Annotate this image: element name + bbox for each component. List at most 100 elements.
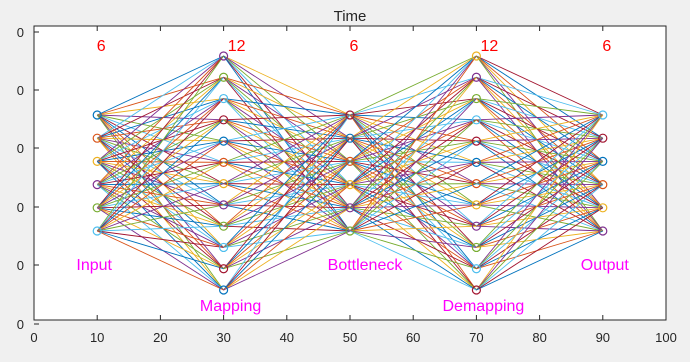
x-tick-label-10: 10 bbox=[90, 330, 104, 345]
connection-line-L4-9-4 bbox=[476, 184, 603, 227]
node-bottleneck-4 bbox=[345, 180, 355, 190]
connection-line-L1-3-1 bbox=[96, 55, 224, 162]
connection-line-L4-9-5 bbox=[476, 207, 603, 227]
connection-line-L1-4-7 bbox=[97, 183, 224, 186]
connection-line-L2-9-5 bbox=[223, 207, 351, 227]
node-bottleneck-2 bbox=[345, 133, 355, 143]
connection-line-L3-5-2 bbox=[349, 76, 477, 209]
connection-line-L2-12-1 bbox=[223, 114, 351, 291]
node-demapping-6 bbox=[471, 157, 481, 167]
connection-line-L1-1-11 bbox=[96, 114, 224, 270]
connection-line-L4-3-3 bbox=[476, 98, 604, 162]
node-mapping-5 bbox=[219, 136, 229, 146]
connection-line-L1-6-3 bbox=[96, 98, 224, 232]
y-tick-label-6: 0 bbox=[17, 317, 24, 332]
connection-line-L1-2-6 bbox=[97, 137, 224, 163]
connection-line-L4-5-3 bbox=[476, 140, 603, 162]
connection-line-L1-3-7 bbox=[97, 160, 224, 185]
connection-line-L4-5-1 bbox=[476, 114, 603, 142]
connection-line-L3-4-6 bbox=[349, 161, 477, 186]
connection-line-L3-6-7 bbox=[349, 183, 477, 232]
connection-line-L1-2-3 bbox=[97, 98, 224, 139]
connection-line-L3-5-5 bbox=[349, 140, 477, 209]
x-tick-label-90: 90 bbox=[596, 330, 610, 345]
connection-line-L4-10-1 bbox=[476, 114, 604, 248]
connection-line-L2-3-6 bbox=[223, 98, 351, 232]
connection-line-L4-6-3 bbox=[476, 160, 603, 163]
connection-line-L1-5-4 bbox=[96, 119, 224, 209]
connection-line-L1-2-2 bbox=[97, 76, 224, 139]
connection-line-L2-4-2 bbox=[223, 119, 351, 139]
connection-line-L2-5-4 bbox=[223, 140, 351, 186]
connection-line-L4-3-4 bbox=[476, 98, 604, 185]
node-bottleneck-1 bbox=[345, 110, 355, 120]
connection-line-L2-5-1 bbox=[223, 114, 351, 142]
connection-line-L1-1-2 bbox=[97, 76, 224, 116]
connection-line-L2-5-6 bbox=[223, 140, 351, 232]
y-tick-label-3: 0 bbox=[17, 141, 24, 156]
axes-background bbox=[34, 26, 666, 320]
x-tick-label-30: 30 bbox=[216, 330, 230, 345]
y-tick-label-5: 0 bbox=[17, 258, 24, 273]
connection-line-L1-3-3 bbox=[96, 98, 224, 162]
connection-line-L2-10-6 bbox=[223, 230, 351, 248]
connection-line-L4-9-6 bbox=[476, 225, 603, 232]
connection-line-L3-6-10 bbox=[349, 230, 477, 248]
connection-line-L2-7-1 bbox=[223, 114, 351, 185]
connection-line-L1-2-11 bbox=[96, 137, 224, 270]
connection-line-L2-8-3 bbox=[223, 160, 351, 206]
connection-line-L3-1-6 bbox=[349, 114, 477, 163]
connection-line-L2-7-3 bbox=[223, 160, 351, 185]
connection-line-L2-12-5 bbox=[223, 207, 351, 291]
x-tick-label-100: 100 bbox=[655, 330, 677, 345]
connection-line-L4-10-6 bbox=[476, 230, 603, 248]
connection-line-L1-2-4 bbox=[97, 119, 224, 139]
connection-line-L1-3-6 bbox=[97, 160, 224, 163]
connection-line-L2-9-2 bbox=[223, 137, 351, 227]
connection-line-L3-2-5 bbox=[349, 137, 477, 142]
connection-line-L2-6-1 bbox=[223, 114, 351, 163]
connection-line-L1-1-10 bbox=[96, 114, 224, 248]
connection-line-L1-4-10 bbox=[96, 184, 224, 248]
connection-line-L2-6-6 bbox=[223, 161, 351, 232]
connection-line-L1-4-8 bbox=[97, 184, 224, 206]
connection-line-L2-2-3 bbox=[223, 76, 351, 162]
connection-line-L3-3-3 bbox=[349, 98, 477, 162]
connection-line-L3-5-9 bbox=[349, 207, 477, 227]
connection-line-L1-6-5 bbox=[96, 140, 224, 232]
connection-line-L2-10-5 bbox=[223, 207, 351, 248]
node-mapping-6 bbox=[219, 157, 229, 167]
connection-line-L1-2-1 bbox=[96, 55, 224, 139]
node-output-5 bbox=[598, 203, 608, 213]
node-mapping-1 bbox=[219, 51, 229, 61]
connection-line-L4-11-3 bbox=[476, 161, 604, 270]
connection-line-L3-2-1 bbox=[349, 55, 477, 139]
connection-line-L3-5-8 bbox=[349, 204, 477, 209]
connection-line-L4-12-5 bbox=[476, 207, 604, 291]
connection-line-L3-1-5 bbox=[349, 114, 477, 142]
connection-line-L2-3-4 bbox=[223, 98, 351, 185]
connection-line-L3-5-11 bbox=[349, 207, 477, 270]
chart-title: Time bbox=[334, 8, 367, 25]
connection-line-L2-3-3 bbox=[223, 98, 351, 162]
x-tick-label-80: 80 bbox=[532, 330, 546, 345]
connection-line-L2-4-5 bbox=[223, 119, 351, 209]
connection-line-L3-6-4 bbox=[349, 119, 477, 232]
connection-line-L3-1-9 bbox=[349, 114, 477, 227]
layer-name-labels: Input Mapping Bottleneck Demapping Output bbox=[76, 257, 629, 315]
layer-label-output: Output bbox=[581, 257, 630, 274]
connection-line-L2-4-4 bbox=[223, 119, 351, 186]
connection-line-L1-4-2 bbox=[96, 76, 224, 185]
connection-line-L1-1-1 bbox=[97, 55, 224, 116]
connection-line-L2-6-5 bbox=[223, 161, 351, 209]
connection-line-L4-11-1 bbox=[476, 114, 604, 270]
connection-line-L1-5-5 bbox=[96, 140, 224, 209]
connection-line-L2-2-4 bbox=[223, 76, 351, 185]
connection-line-L4-9-1 bbox=[476, 114, 604, 227]
connection-line-L3-4-11 bbox=[349, 184, 477, 270]
connection-line-L2-4-3 bbox=[223, 119, 351, 162]
connection-line-L2-11-1 bbox=[223, 114, 351, 270]
connection-line-L3-3-2 bbox=[349, 76, 477, 162]
node-demapping-5 bbox=[471, 136, 481, 146]
connection-line-L4-8-5 bbox=[476, 204, 603, 209]
